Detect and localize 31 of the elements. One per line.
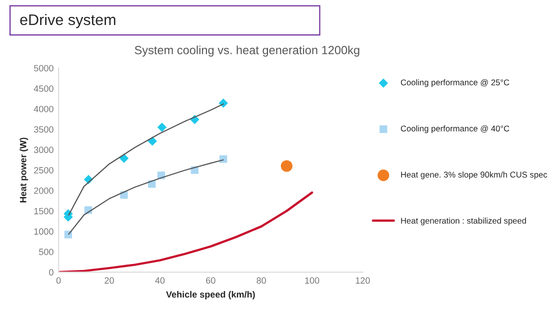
y-tick-label: 2500	[34, 167, 54, 174]
y-tick-label: 5000	[34, 65, 54, 72]
x-tick-label: 80	[256, 277, 266, 284]
y-tick-label: 2000	[34, 187, 54, 194]
legend-label: Heat gene. 3% slope 90km/h CUS spec	[401, 171, 548, 180]
x-tick-label: 0	[56, 277, 61, 284]
point	[148, 136, 157, 146]
legend-label: Cooling performance @ 25°C	[400, 79, 510, 88]
chart-subtitle: System cooling vs. heat generation 1200kg	[134, 46, 360, 57]
point	[280, 160, 292, 172]
point	[157, 122, 167, 132]
legend-label: Heat generation : stabilized speed	[401, 218, 526, 226]
y-tick-label: 1500	[34, 208, 54, 214]
y-tick-label: 500	[39, 248, 54, 256]
x-tick-label: 100	[305, 277, 320, 284]
x-axis-title: Vehicle speed (km/h)	[166, 290, 255, 300]
y-axis-title: Heat power (W)	[20, 138, 28, 202]
line-series	[58, 191, 314, 272]
x-tick-label: 20	[104, 277, 114, 284]
x-tick-label: 120	[356, 277, 370, 284]
y-tick-label: 3500	[34, 126, 54, 133]
x-tick-label: 60	[206, 277, 216, 284]
point	[218, 98, 228, 108]
y-tick-label: 4000	[34, 106, 54, 112]
y-tick-label: 4500	[34, 85, 54, 92]
x-tick-label: 40	[155, 277, 165, 284]
y-tick-label: 1000	[34, 228, 54, 235]
legend-label: Cooling performance @ 40°C	[400, 125, 510, 134]
chart-title: eDrive system	[20, 14, 116, 28]
y-tick-label: 3000	[34, 146, 54, 154]
y-tick-label: 0	[49, 269, 54, 276]
